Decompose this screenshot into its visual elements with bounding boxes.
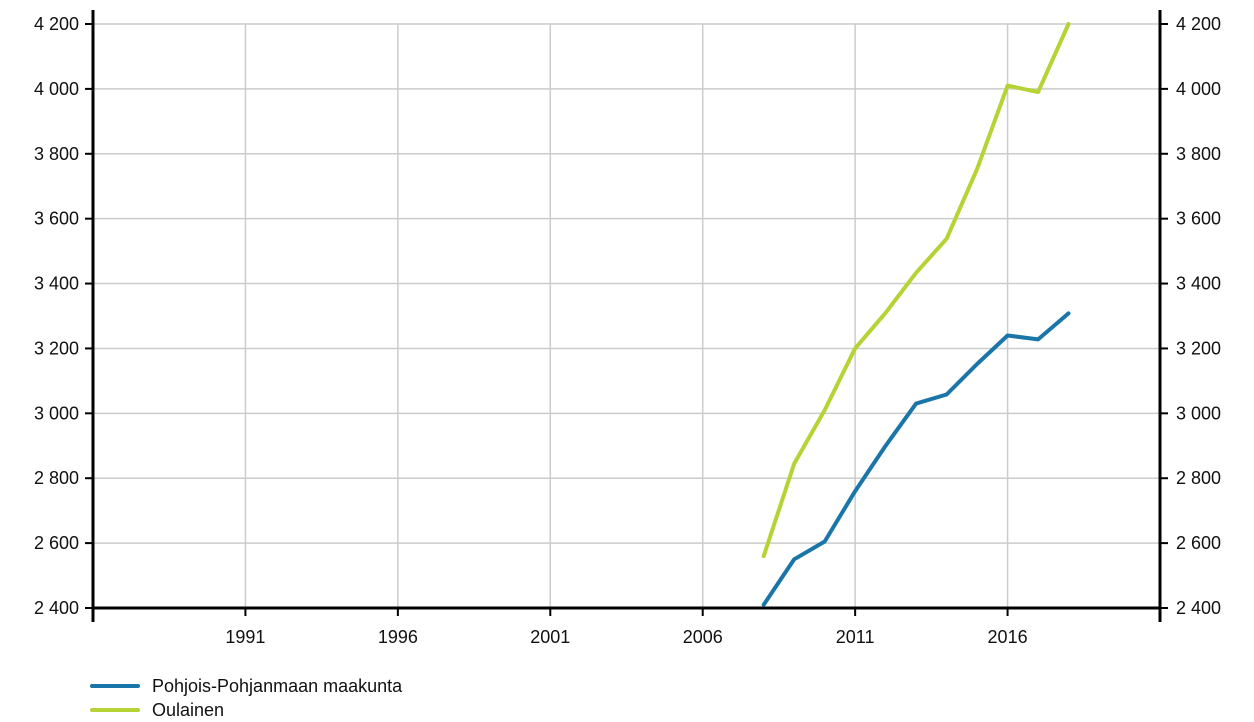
- legend-label-series-1: Pohjois-Pohjanmaan maakunta: [152, 675, 403, 696]
- y-tick-label-left: 2 600: [34, 533, 79, 553]
- y-tick-label-right: 2 800: [1176, 468, 1221, 488]
- y-tick-label-right: 3 600: [1176, 209, 1221, 229]
- y-tick-label-right: 3 000: [1176, 403, 1221, 423]
- x-tick-label: 1996: [378, 627, 418, 647]
- y-tick-label-left: 2 800: [34, 468, 79, 488]
- legend-item: Oulainen: [90, 698, 402, 722]
- series-line-1: [761, 311, 1071, 607]
- y-tick-label-right: 2 600: [1176, 533, 1221, 553]
- x-tick-label: 2016: [988, 627, 1028, 647]
- legend-swatch-series-2: [90, 708, 140, 712]
- y-tick-label-left: 3 600: [34, 209, 79, 229]
- y-tick-label-right: 3 400: [1176, 274, 1221, 294]
- x-tick-label: 2006: [683, 627, 723, 647]
- y-tick-label-right: 4 000: [1176, 79, 1221, 99]
- y-tick-label-right: 2 400: [1176, 598, 1221, 618]
- legend-swatch-series-1: [90, 684, 140, 688]
- y-tick-label-left: 3 400: [34, 274, 79, 294]
- y-tick-label-left: 2 400: [34, 598, 79, 618]
- y-tick-label-left: 3 200: [34, 338, 79, 358]
- series-line-2: [761, 22, 1071, 559]
- legend-item: Pohjois-Pohjanmaan maakunta: [90, 674, 402, 698]
- y-tick-label-left: 3 000: [34, 403, 79, 423]
- y-tick-label-right: 3 800: [1176, 144, 1221, 164]
- y-tick-label-left: 4 000: [34, 79, 79, 99]
- y-tick-label-left: 3 800: [34, 144, 79, 164]
- x-tick-label: 2001: [530, 627, 570, 647]
- y-tick-label-left: 4 200: [34, 14, 79, 34]
- y-tick-label-right: 4 200: [1176, 14, 1221, 34]
- y-tick-label-right: 3 200: [1176, 338, 1221, 358]
- x-tick-label: 2011: [836, 627, 875, 647]
- x-tick-label: 1991: [225, 627, 265, 647]
- legend-label-series-2: Oulainen: [152, 699, 225, 720]
- legend: Pohjois-Pohjanmaan maakunta Oulainen: [90, 674, 402, 722]
